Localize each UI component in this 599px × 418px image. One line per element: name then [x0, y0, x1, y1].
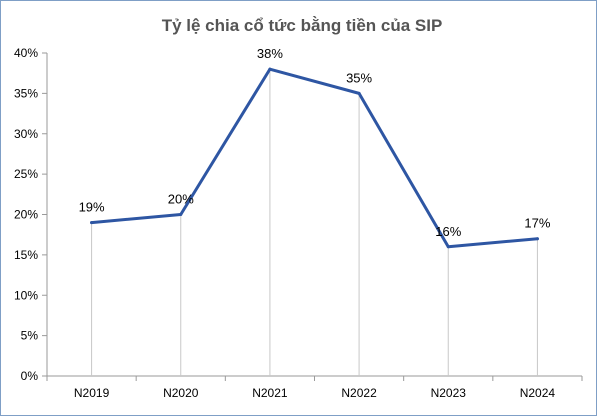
series	[90, 67, 539, 249]
data-point	[535, 237, 539, 241]
data-point	[90, 221, 94, 225]
data-label: 20%	[168, 192, 194, 207]
x-tick-label: N2020	[163, 386, 199, 400]
data-point	[357, 91, 361, 95]
y-axis: 0% 5% 10% 15% 20% 25% 30% 35% 40%	[14, 46, 48, 383]
data-label: 19%	[79, 200, 105, 215]
x-tick-label: N2019	[74, 386, 110, 400]
data-point	[179, 213, 183, 216]
data-point	[446, 245, 450, 249]
y-tick-label: 20%	[14, 208, 38, 222]
chart-title: Tỷ lệ chia cổ tức bằng tiền của SIP	[162, 16, 443, 35]
x-axis: N2019 N2020 N2021 N2022 N2023 N2024	[46, 375, 583, 400]
y-tick-label: 35%	[14, 86, 38, 100]
data-point	[268, 67, 272, 71]
y-tick-label: 0%	[21, 369, 39, 383]
data-label: 16%	[435, 224, 461, 239]
x-tick-label: N2023	[431, 386, 467, 400]
y-tick-label: 25%	[14, 167, 38, 181]
data-label: 38%	[257, 46, 283, 61]
x-tick-label: N2021	[252, 386, 288, 400]
y-tick-label: 40%	[14, 46, 38, 60]
y-tick-label: 5%	[21, 329, 39, 343]
data-label: 35%	[346, 70, 372, 85]
y-tick-label: 15%	[14, 248, 38, 262]
x-tick-label: N2022	[341, 386, 377, 400]
drop-lines	[91, 69, 538, 376]
y-tick-label: 10%	[14, 288, 38, 302]
y-tick-label: 30%	[14, 127, 38, 141]
data-labels: 19% 20% 38% 35% 16% 17%	[79, 46, 551, 239]
data-label: 17%	[524, 216, 550, 231]
series-line	[90, 67, 539, 249]
x-tick-label: N2024	[520, 386, 556, 400]
